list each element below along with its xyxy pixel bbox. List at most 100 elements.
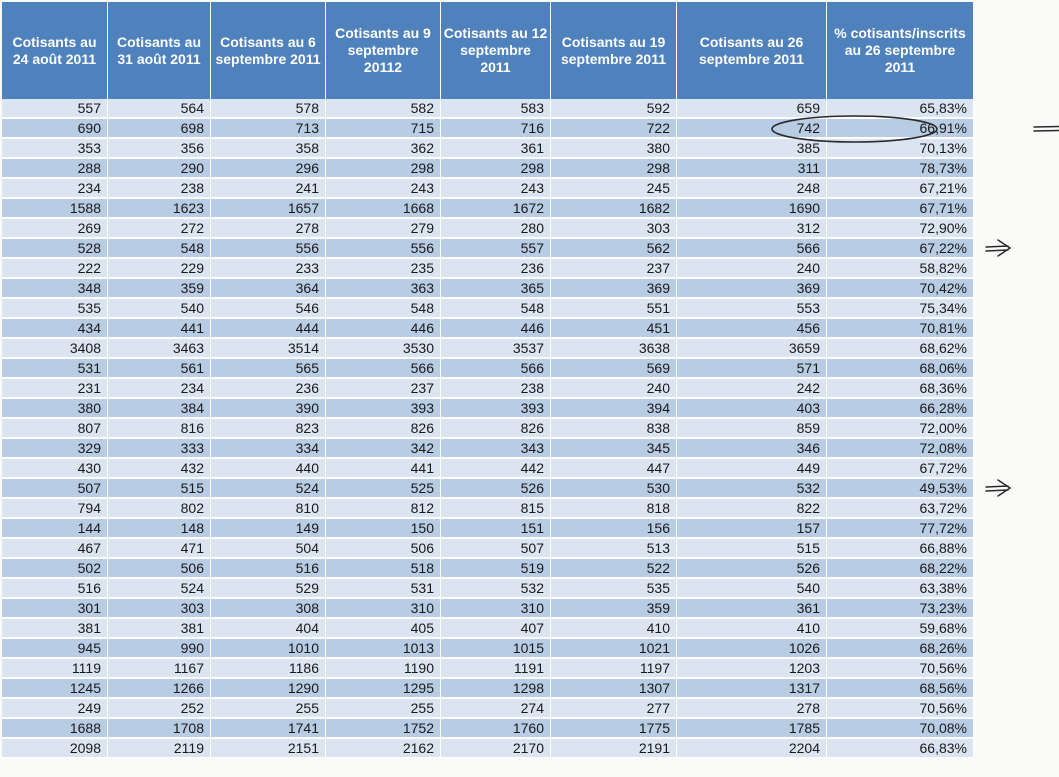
cell-count: 742 <box>677 119 827 139</box>
table-row: 1688 1708 1741 1752 1760 1775 1785 70,08% <box>2 719 974 739</box>
cell-count: 945 <box>2 639 108 659</box>
cell-percentage: 72,08% <box>827 439 974 459</box>
cell-count: 1026 <box>677 639 827 659</box>
header-col-1: Cotisants au 24 août 2011 <box>2 2 108 99</box>
cell-count: 507 <box>441 539 551 559</box>
header-col-8: % cotisants/inscrits au 26 septembre 201… <box>827 2 974 99</box>
cell-count: 237 <box>551 259 677 279</box>
cell-count: 2204 <box>677 739 827 759</box>
cell-count: 364 <box>211 279 326 299</box>
cell-count: 279 <box>326 219 441 239</box>
cell-count: 1119 <box>2 659 108 679</box>
cell-count: 381 <box>108 619 211 639</box>
header-col-7: Cotisants au 26 septembre 2011 <box>677 2 827 99</box>
cell-count: 301 <box>2 599 108 619</box>
cell-percentage: 66,91% <box>827 119 974 139</box>
table-row: 1588 1623 1657 1668 1672 1682 1690 67,71% <box>2 199 974 219</box>
cell-count: 144 <box>2 519 108 539</box>
cell-percentage: 49,53% <box>827 479 974 499</box>
cell-count: 310 <box>441 599 551 619</box>
cell-count: 532 <box>441 579 551 599</box>
cell-count: 3659 <box>677 339 827 359</box>
table-row: 531 561 565 566 566 569 571 68,06% <box>2 359 974 379</box>
cell-count: 715 <box>326 119 441 139</box>
cell-count: 238 <box>108 179 211 199</box>
cell-count: 507 <box>2 479 108 499</box>
cell-count: 1245 <box>2 679 108 699</box>
cell-count: 298 <box>441 159 551 179</box>
table-row: 794 802 810 812 815 818 822 63,72% <box>2 499 974 519</box>
cell-count: 255 <box>326 699 441 719</box>
cell-percentage: 67,71% <box>827 199 974 219</box>
cell-count: 441 <box>326 459 441 479</box>
cell-count: 551 <box>551 299 677 319</box>
cell-count: 716 <box>441 119 551 139</box>
cell-count: 269 <box>2 219 108 239</box>
cell-count: 237 <box>326 379 441 399</box>
cell-count: 233 <box>211 259 326 279</box>
cell-count: 303 <box>551 219 677 239</box>
table-row: 329 333 334 342 343 345 346 72,08% <box>2 439 974 459</box>
cell-count: 407 <box>441 619 551 639</box>
cell-count: 380 <box>551 139 677 159</box>
cell-count: 823 <box>211 419 326 439</box>
cell-count: 444 <box>211 319 326 339</box>
cell-percentage: 66,83% <box>827 739 974 759</box>
cell-percentage: 78,73% <box>827 159 974 179</box>
cell-count: 556 <box>211 239 326 259</box>
cell-count: 713 <box>211 119 326 139</box>
cell-count: 526 <box>677 559 827 579</box>
cell-count: 571 <box>677 359 827 379</box>
cell-count: 243 <box>326 179 441 199</box>
table-row: 528 548 556 556 557 562 566 67,22% <box>2 239 974 259</box>
cell-count: 236 <box>211 379 326 399</box>
cell-count: 252 <box>108 699 211 719</box>
cell-count: 566 <box>326 359 441 379</box>
cell-count: 308 <box>211 599 326 619</box>
cell-count: 506 <box>108 559 211 579</box>
cell-count: 441 <box>108 319 211 339</box>
table-row: 807 816 823 826 826 838 859 72,00% <box>2 419 974 439</box>
arrow-mark <box>1033 125 1059 132</box>
cell-count: 826 <box>326 419 441 439</box>
cell-count: 2162 <box>326 739 441 759</box>
cell-count: 361 <box>441 139 551 159</box>
cell-count: 3638 <box>551 339 677 359</box>
cell-count: 557 <box>2 99 108 119</box>
cell-count: 565 <box>211 359 326 379</box>
cell-count: 310 <box>326 599 441 619</box>
cell-count: 816 <box>108 419 211 439</box>
cell-count: 278 <box>677 699 827 719</box>
cell-count: 3530 <box>326 339 441 359</box>
cell-count: 278 <box>211 219 326 239</box>
cell-count: 2098 <box>2 739 108 759</box>
cell-percentage: 65,83% <box>827 99 974 119</box>
cell-percentage: 59,68% <box>827 619 974 639</box>
table-row: 3408 3463 3514 3530 3537 3638 3659 68,62% <box>2 339 974 359</box>
cell-percentage: 68,36% <box>827 379 974 399</box>
cell-count: 519 <box>441 559 551 579</box>
table-row: 234 238 241 243 243 245 248 67,21% <box>2 179 974 199</box>
header-row: Cotisants au 24 août 2011 Cotisants au 3… <box>2 2 974 99</box>
cell-percentage: 66,28% <box>827 399 974 419</box>
cell-count: 553 <box>677 299 827 319</box>
table-row: 249 252 255 255 274 277 278 70,56% <box>2 699 974 719</box>
cell-count: 822 <box>677 499 827 519</box>
cell-percentage: 73,23% <box>827 599 974 619</box>
cell-count: 529 <box>211 579 326 599</box>
table-row: 516 524 529 531 532 535 540 63,38% <box>2 579 974 599</box>
cell-count: 1668 <box>326 199 441 219</box>
cell-count: 569 <box>551 359 677 379</box>
cell-count: 807 <box>2 419 108 439</box>
cell-count: 522 <box>551 559 677 579</box>
cell-count: 446 <box>326 319 441 339</box>
cell-count: 546 <box>211 299 326 319</box>
cell-count: 557 <box>441 239 551 259</box>
cell-count: 531 <box>326 579 441 599</box>
cell-count: 1167 <box>108 659 211 679</box>
cell-count: 1197 <box>551 659 677 679</box>
cell-percentage: 70,42% <box>827 279 974 299</box>
cell-count: 1010 <box>211 639 326 659</box>
cell-count: 348 <box>2 279 108 299</box>
cell-count: 532 <box>677 479 827 499</box>
